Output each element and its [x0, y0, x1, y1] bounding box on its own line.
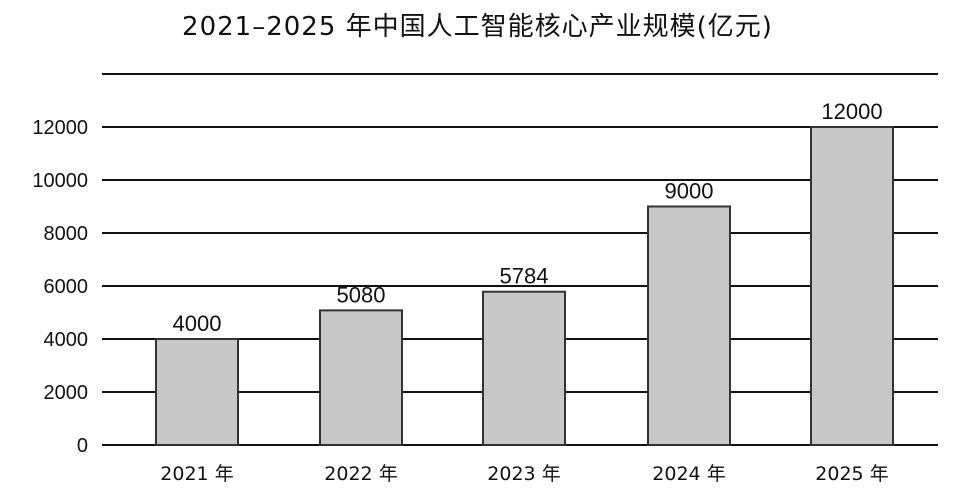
- y-tick-label: 10000: [32, 170, 88, 192]
- bar: [482, 290, 566, 446]
- x-category-label: 2023 年: [487, 463, 560, 485]
- x-category-label: 2021 年: [160, 463, 233, 485]
- value-label: 4000: [173, 311, 222, 336]
- y-tick-label: 12000: [32, 117, 88, 139]
- y-tick-label: 2000: [44, 382, 89, 404]
- y-tick-label: 0: [77, 435, 88, 457]
- bar: [319, 309, 403, 446]
- y-tick-label: 8000: [44, 223, 89, 245]
- value-label: 5080: [337, 282, 386, 307]
- bar: [647, 205, 731, 446]
- bar: [155, 338, 239, 446]
- value-label: 12000: [821, 99, 882, 124]
- bar: [810, 126, 894, 446]
- y-tick-label: 6000: [44, 276, 89, 298]
- chart-title: 2021–2025 年中国人工智能核心产业规模(亿元): [182, 12, 773, 42]
- y-tick-label: 4000: [44, 329, 89, 351]
- value-labels: 4000 5080 5784 9000 12000: [173, 99, 883, 336]
- x-category-label: 2024 年: [652, 463, 725, 485]
- x-category-label: 2025 年: [815, 463, 888, 485]
- x-axis-categories: 2021 年 2022 年 2023 年 2024 年 2025 年: [160, 463, 888, 485]
- value-label: 9000: [665, 179, 714, 204]
- bars: [155, 126, 894, 446]
- y-axis-ticks: 0 2000 4000 6000 8000 10000 12000: [32, 117, 88, 457]
- x-category-label: 2022 年: [324, 463, 397, 485]
- value-label: 5784: [500, 264, 549, 289]
